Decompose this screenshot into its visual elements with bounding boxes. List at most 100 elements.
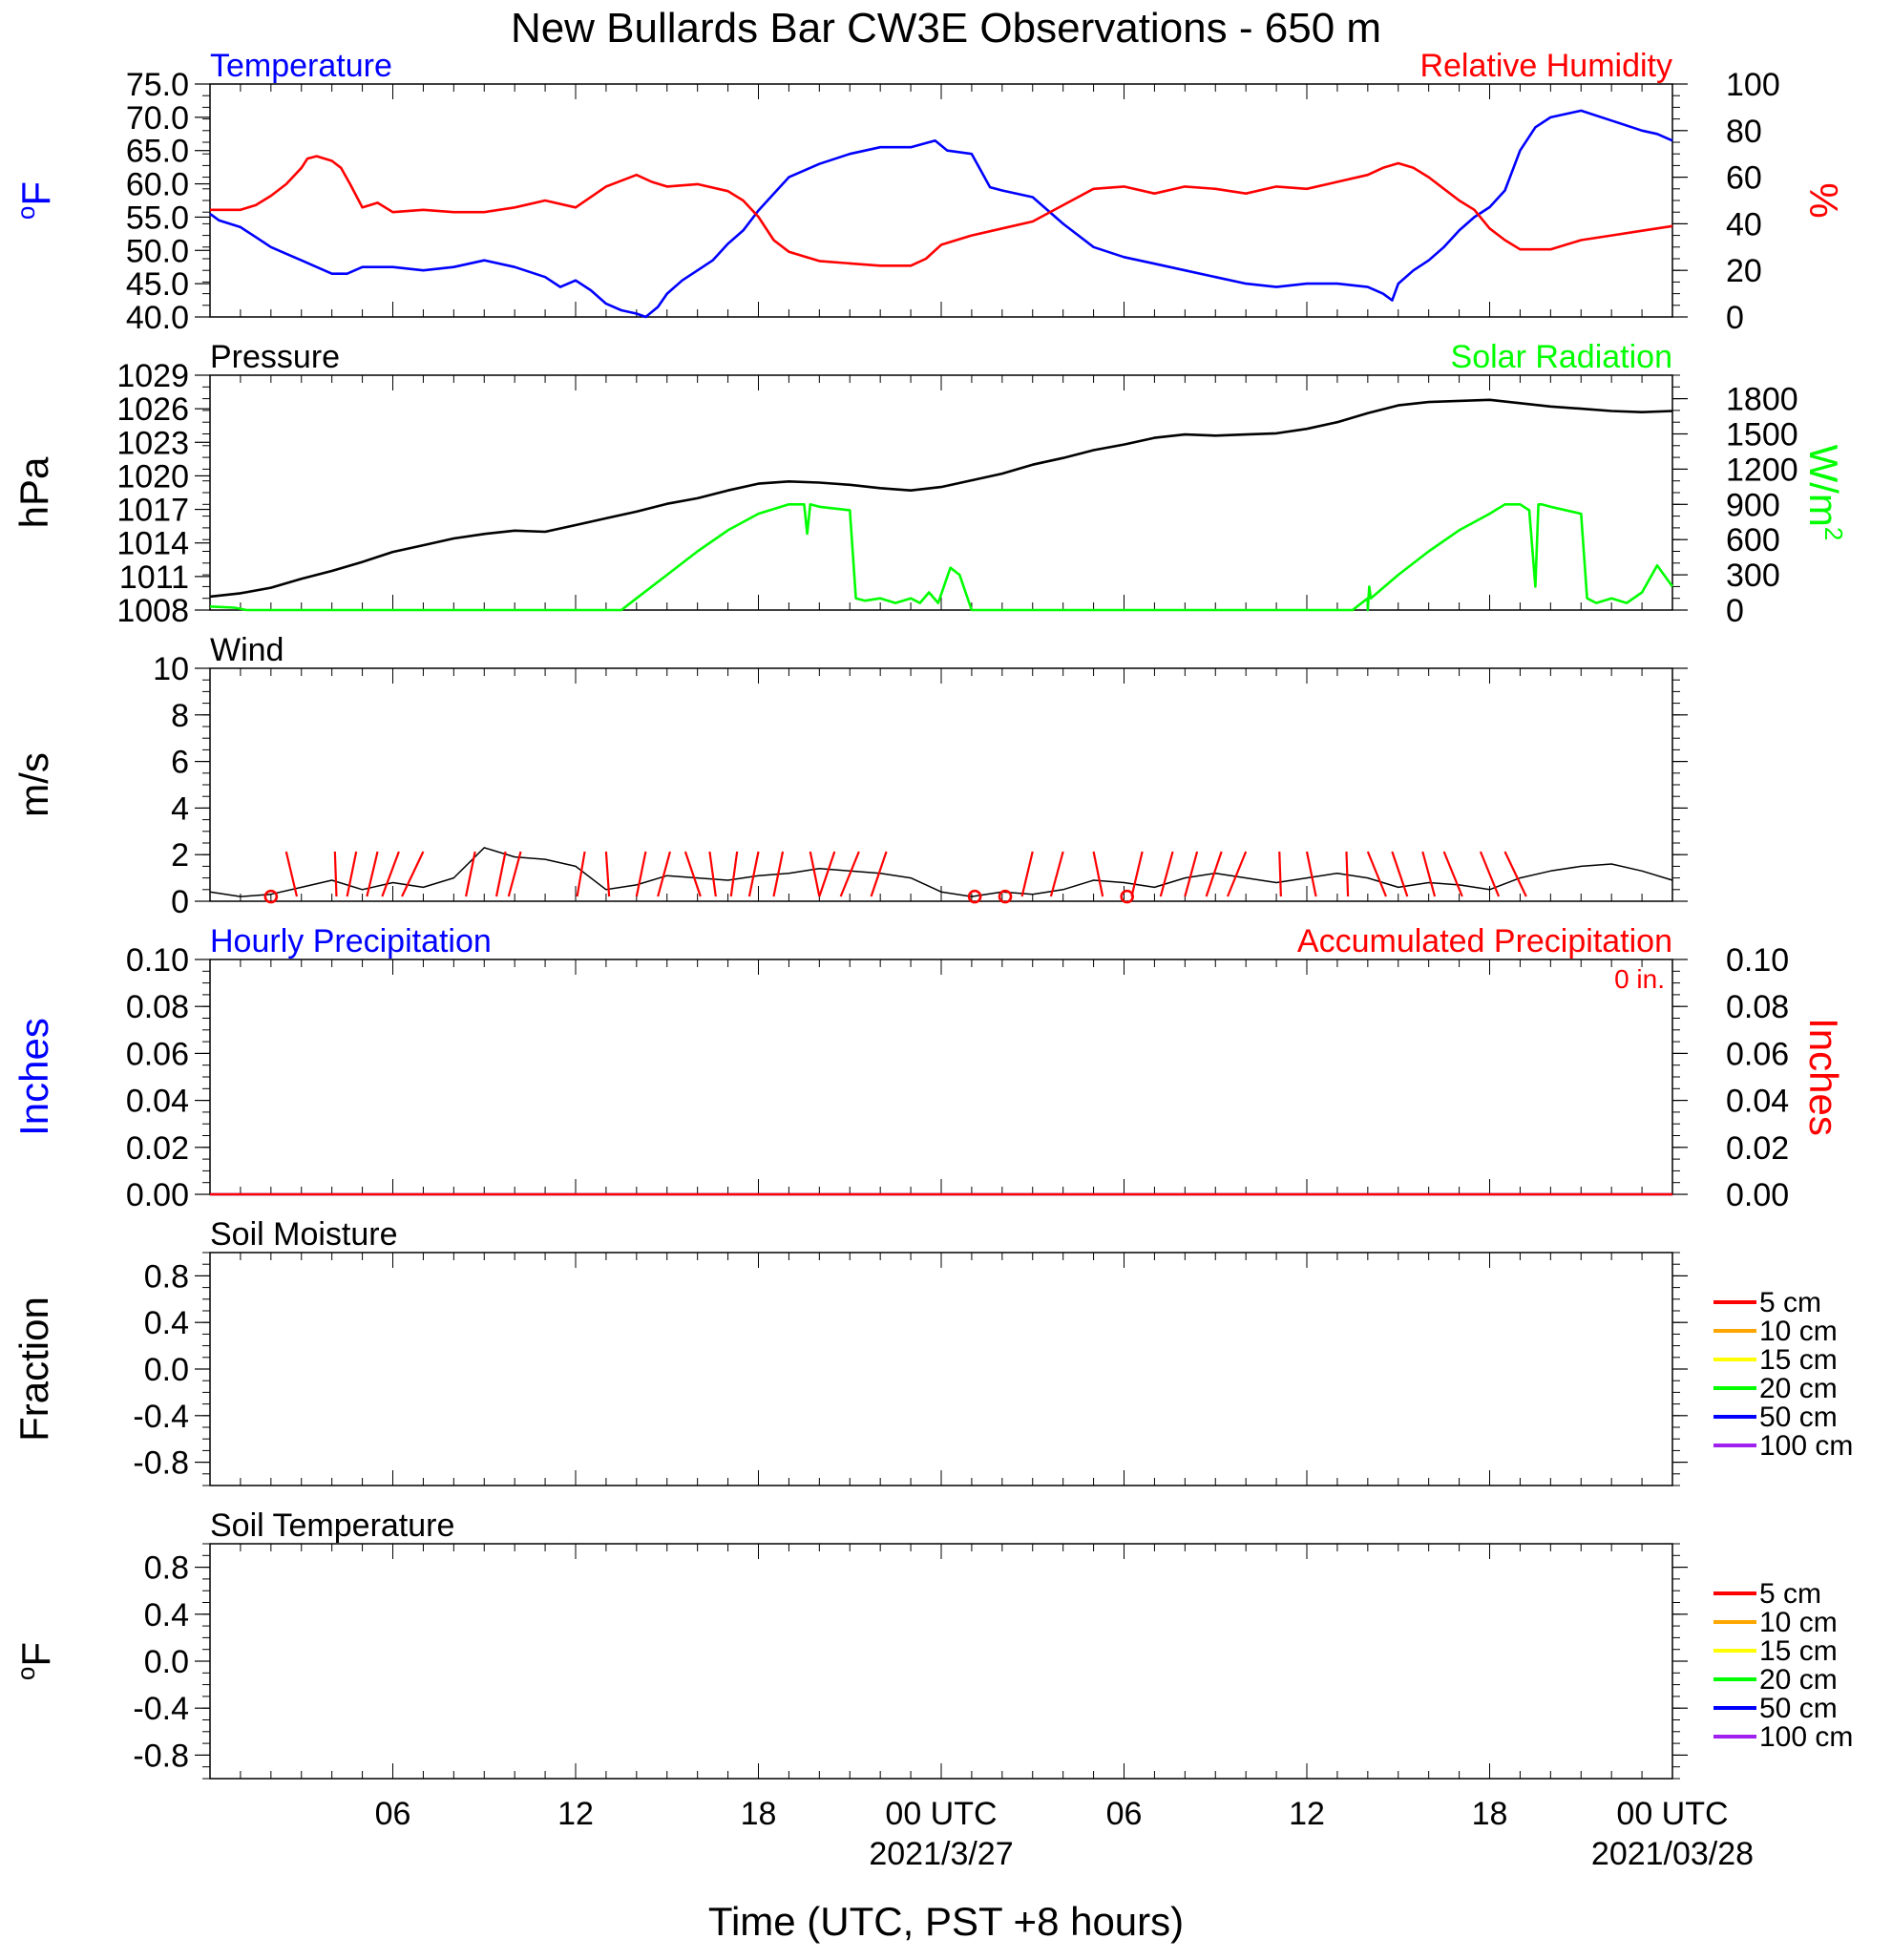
wind-barb (333, 851, 338, 897)
wind-barb (494, 851, 507, 897)
y-right-tick-label: 300 (1726, 558, 1780, 594)
y-right-tick-label: 100 (1726, 67, 1780, 103)
y-right-tick-label: 0.00 (1726, 1177, 1789, 1213)
y-axis-label-right: % (1801, 182, 1846, 218)
y-tick-label: 0.08 (126, 989, 189, 1025)
time-axis: 06 12 18 00 UTC 06 12 18 00 UTC 2021/3/27 2021/03… (375, 1796, 1755, 1872)
y-tick-label: 1011 (119, 559, 189, 596)
panel-precip: 0.00 0.02 0.04 0.06 0.08 0.10 0.00 0.02 0.04 0.06… (11, 923, 1846, 1213)
wind-barb (1184, 851, 1199, 897)
y-tick-label: 6 (171, 745, 189, 781)
y-tick-label: 0.10 (126, 942, 189, 979)
y-right-tick-label: 60 (1726, 160, 1762, 197)
wind-barb (1130, 851, 1144, 897)
y-tick-label: 0.8 (144, 1258, 189, 1295)
y-axis-label-left: oF (11, 181, 58, 220)
series-solar (209, 502, 1674, 612)
legend-label: 5 cm (1759, 1287, 1821, 1318)
y-right-tick-label: 0.04 (1726, 1084, 1789, 1120)
y-tick-label: 50.0 (126, 233, 189, 269)
calm-wind-marker (263, 889, 279, 904)
wind-barb (381, 851, 400, 897)
y-axis-label-left: Inches (11, 1018, 56, 1136)
y-tick-label: -0.4 (133, 1399, 189, 1435)
panel-title-left: Pressure (210, 339, 340, 375)
panel-title-right: Relative Humidity (1419, 48, 1672, 84)
x-date-label: 2021/3/27 (869, 1836, 1013, 1872)
y-tick-label: 75.0 (126, 67, 189, 103)
x-tick-label: 18 (1472, 1796, 1508, 1832)
wind-barb (604, 851, 611, 897)
y-tick-label: 0.0 (144, 1644, 189, 1680)
x-tick-label: 12 (557, 1796, 594, 1832)
degree-symbol: o (11, 1667, 40, 1680)
y-axis-label-right: Inches (1801, 1018, 1846, 1136)
calm-wind-marker (967, 889, 982, 904)
wind-barb (1479, 851, 1501, 897)
x-tick-label: 00 UTC (885, 1796, 997, 1832)
y-tick-label: 0.8 (144, 1550, 189, 1587)
wind-barb (1305, 851, 1317, 897)
y-tick-label: 0.00 (126, 1177, 189, 1213)
y-right-tick-label: 1800 (1726, 382, 1798, 418)
wind-barb (1159, 851, 1174, 897)
y-tick-label: 1023 (116, 425, 189, 461)
x-tick-label: 18 (741, 1796, 777, 1832)
wind-barb (657, 851, 672, 897)
x-axis-label: Time (UTC, PST +8 hours) (708, 1899, 1184, 1944)
wind-barb (1226, 851, 1248, 897)
y-right-tick-label: 0 (1726, 593, 1744, 629)
y-tick-label: 1029 (116, 358, 189, 394)
legend-label: 20 cm (1759, 1664, 1838, 1696)
unit-letter: F (13, 1642, 58, 1667)
series-pressure (209, 398, 1673, 599)
y-tick-label: 0.04 (126, 1084, 189, 1120)
y-tick-label: 55.0 (126, 200, 189, 236)
y-right-tick-label: 40 (1726, 206, 1762, 242)
wind-barb (1421, 851, 1437, 897)
y-tick-label: 4 (171, 790, 189, 827)
y-tick-label: -0.8 (133, 1738, 189, 1774)
y-tick-label: -0.4 (133, 1691, 189, 1727)
legend-label: 20 cm (1759, 1373, 1838, 1404)
y-tick-label: 70.0 (126, 100, 189, 137)
wind-barb (507, 851, 522, 897)
y-tick-label: 1026 (116, 391, 189, 428)
x-tick-label: 00 UTC (1616, 1796, 1728, 1832)
y-tick-label: 8 (171, 698, 189, 734)
y-tick-label: 0.4 (144, 1305, 189, 1341)
y-right-tick-label: 1200 (1726, 452, 1798, 488)
wind-barb (870, 851, 888, 897)
y-tick-label: 2 (171, 837, 189, 874)
y-right-tick-label: 0.10 (1726, 942, 1789, 979)
y-tick-label: 0.4 (144, 1597, 189, 1633)
series-temperature (209, 109, 1673, 319)
wind-barb (284, 851, 299, 897)
panels-group: 40.045.050.055.060.065.070.075.002040608… (11, 48, 1853, 1780)
y-right-tick-label: 900 (1726, 487, 1780, 523)
y-axis-label-left: Fraction (11, 1296, 56, 1442)
y-axis-label-text: % (1801, 182, 1846, 218)
unit-letter: F (13, 181, 58, 206)
wind-barb (839, 851, 860, 897)
legend-label: 15 cm (1759, 1635, 1838, 1667)
legend-label: 15 cm (1759, 1344, 1838, 1376)
y-tick-label: 1020 (116, 458, 189, 495)
y-tick-label: 45.0 (126, 266, 189, 303)
y-right-tick-label: 0.02 (1726, 1130, 1789, 1167)
wind-barb (818, 851, 836, 897)
legend-label: 50 cm (1759, 1693, 1838, 1724)
wind-barb (772, 851, 785, 897)
y-right-tick-label: 80 (1726, 114, 1762, 150)
y-tick-label: 1008 (116, 593, 189, 629)
y-tick-label: 0 (171, 884, 189, 920)
panel-temp-rh: 40.045.050.055.060.065.070.075.0 0 20 40 60 8… (11, 48, 1846, 336)
wind-barb (346, 851, 358, 897)
panel-soil-moisture: -0.8 -0.4 0.0 0.4 0.8 Soil Moisture Fraction 5 … (11, 1216, 1853, 1486)
y-right-tick-label: 20 (1726, 253, 1762, 289)
legend-label: 10 cm (1759, 1607, 1838, 1638)
wind-barb (1049, 851, 1064, 897)
legend-label: 100 cm (1759, 1721, 1853, 1753)
